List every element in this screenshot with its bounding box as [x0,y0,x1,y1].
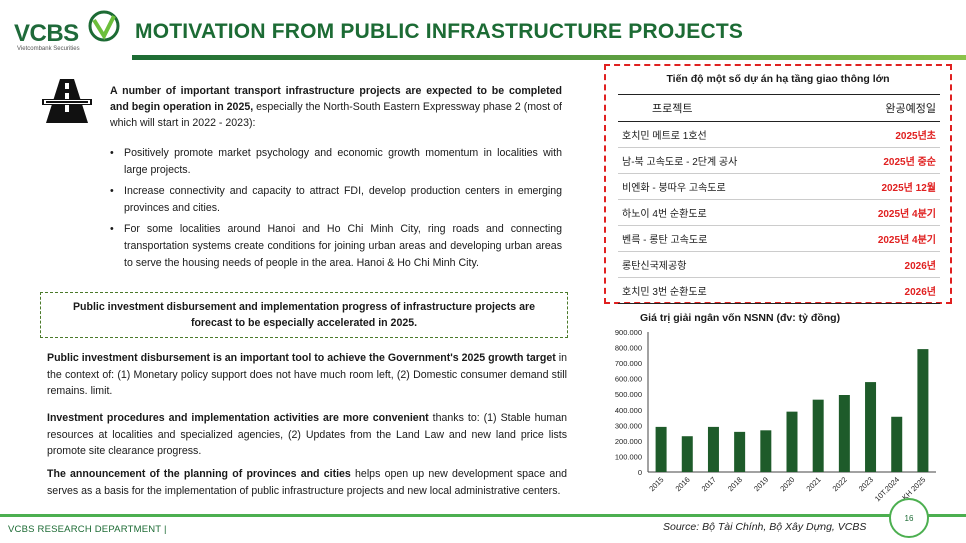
paragraph-bold: The announcement of the planning of prov… [47,468,351,480]
x-tick-label: 2021 [804,475,822,493]
completion-date: 2025년 4분기 [827,225,940,252]
vcbs-logo: VCBS Vietcombank Securities [14,8,124,56]
paragraph-procedures: Investment procedures and implementation… [47,410,567,460]
highlight-box: Public investment disbursement and imple… [40,292,568,338]
table-row: 호치민 메트로 1호선 2025년초 [618,121,940,148]
y-tick-label: 0 [638,468,642,477]
paragraph-disbursement: Public investment disbursement is an imp… [47,350,567,400]
y-tick-label: 400.000 [615,406,642,415]
bullet-item: Positively promote market psychology and… [108,145,562,178]
x-tick-label: 10T.2024 [873,475,901,503]
completion-date: 2026년 [827,251,940,278]
paragraph-bold: Public investment disbursement is an imp… [47,352,556,364]
bar [734,431,746,472]
x-tick-label: 2015 [647,475,665,493]
bullet-list: Positively promote market psychology and… [108,145,562,276]
paragraph-text: helps open up new development space and … [47,468,567,497]
project-name: 하노이 4번 순환도로 [618,199,828,226]
bar [681,436,693,472]
x-tick-label: 2018 [726,475,744,493]
project-table: 프로젝트 완공예정일 호치민 메트로 1호선 2025년초 남-북 고속도로 - … [618,94,940,304]
intro-text: especially the North-South Eastern Expre… [110,101,562,129]
bar [655,426,667,472]
bullet-item: For some localities around Hanoi and Ho … [108,221,562,271]
footer-divider [0,514,966,517]
project-table-box: Tiến độ một số dự án hạ tầng giao thông … [604,64,952,304]
table-header-completion: 완공예정일 [827,94,940,122]
table-row: 비엔화 - 붕따우 고속도로 2025년 12월 [618,173,940,200]
page-number: 16 [889,498,929,538]
road-icon [42,79,92,123]
bar [707,426,719,472]
bar [812,399,824,472]
table-row: 벤륵 - 롱탄 고속도로 2025년 4분기 [618,225,940,252]
x-tick-label: 2019 [752,475,770,493]
table-row: 호치민 3번 순환도로 2026년 [618,277,940,304]
bar [917,349,929,472]
bar [786,411,798,472]
x-tick-label: 2023 [857,475,875,493]
project-name: 롱탄신국제공항 [618,251,828,278]
y-tick-label: 500.000 [615,390,642,399]
bar [891,416,903,472]
completion-date: 2025년 4분기 [827,199,940,226]
project-name: 호치민 메트로 1호선 [618,121,828,148]
completion-date: 2025년 12월 [827,173,940,200]
title-underline [132,55,966,60]
y-tick-label: 800.000 [615,344,642,353]
logo-mark-icon [88,10,120,42]
logo-text: VCBS [14,20,79,47]
y-tick-label: 700.000 [615,359,642,368]
paragraph-text: thanks to: (1) Stable human resources at… [47,412,567,457]
y-tick-label: 300.000 [615,421,642,430]
x-tick-label: 2020 [778,475,796,493]
bar [865,382,877,472]
table-row: 롱탄신국제공항 2026년 [618,251,940,278]
project-table-title: Tiến độ một số dự án hạ tầng giao thông … [666,73,890,85]
project-name: 벤륵 - 롱탄 고속도로 [618,225,828,252]
footer-department: VCBS RESEARCH DEPARTMENT | [8,524,167,535]
table-row: 하노이 4번 순환도로 2025년 4분기 [618,199,940,226]
y-tick-label: 100.000 [615,452,642,461]
bar [760,430,772,472]
table-row: 남-북 고속도로 - 2단계 공사 2025년 중순 [618,147,940,174]
completion-date: 2026년 [827,277,940,304]
bar [838,395,850,472]
paragraph-bold: Investment procedures and implementation… [47,412,429,424]
x-tick-label: 2017 [700,475,718,493]
completion-date: 2025년 중순 [827,147,940,174]
table-header-project: 프로젝트 [618,94,828,122]
x-tick-label: 2016 [674,475,692,493]
page-title: MOTIVATION FROM PUBLIC INFRASTRUCTURE PR… [135,20,744,43]
intro-bold: A number of important transport infrastr… [110,85,562,113]
x-tick-label: 2022 [831,475,849,493]
intro-paragraph: A number of important transport infrastr… [110,83,562,131]
project-name: 호치민 3번 순환도로 [618,277,828,304]
y-tick-label: 200.000 [615,437,642,446]
paragraph-text: in the context of: (1) Monetary policy s… [47,352,567,397]
y-tick-label: 900.000 [615,328,642,337]
chart-title: Giá trị giải ngân vốn NSNN (đv: tỷ đồng) [640,312,841,324]
source-note: Source: Bộ Tài Chính, Bộ Xây Dựng, VCBS [663,521,867,533]
project-name: 남-북 고속도로 - 2단계 공사 [618,147,828,174]
project-name: 비엔화 - 붕따우 고속도로 [618,173,828,200]
completion-date: 2025년초 [827,121,940,148]
logo-subtitle: Vietcombank Securities [17,46,80,52]
disbursement-bar-chart: 900.000 800.000 700.000 600.000 500.000 400.0… [615,328,936,503]
y-tick-label: 600.000 [615,375,642,384]
bullet-item: Increase connectivity and capacity to at… [108,183,562,216]
paragraph-planning: The announcement of the planning of prov… [47,466,567,499]
